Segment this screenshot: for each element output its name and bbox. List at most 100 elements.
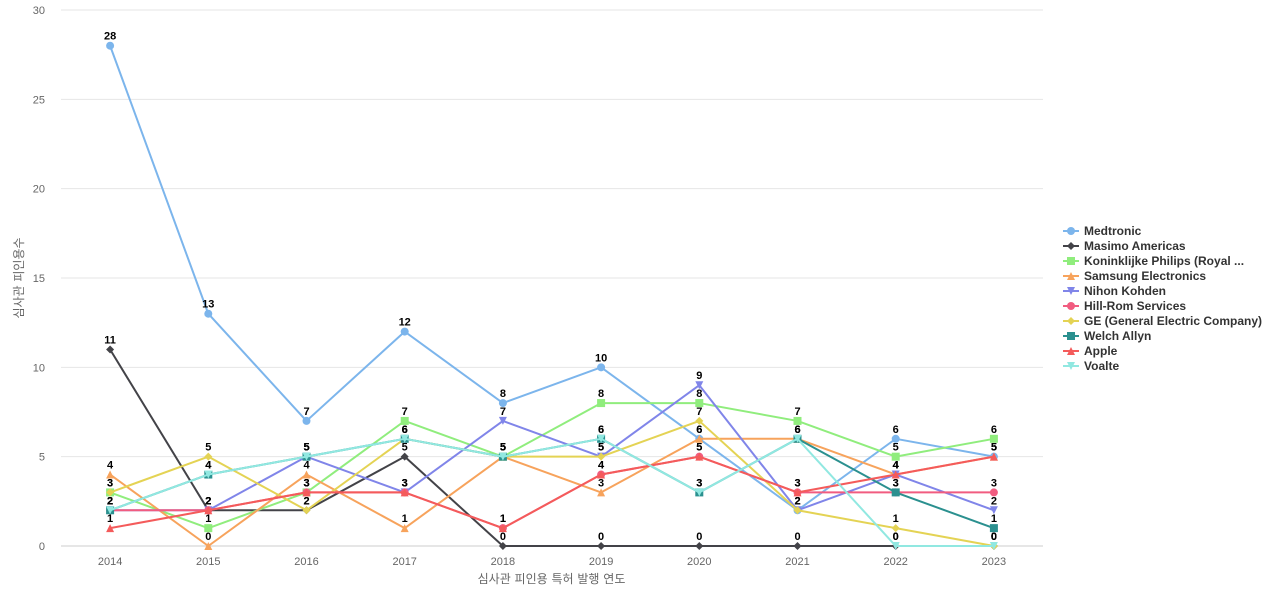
- data-point: [793, 488, 802, 497]
- data-label: 2: [205, 495, 211, 507]
- x-axis-ticks: 2014 2015 2016 2017 2018 2019 2020 2021 2022 2023: [98, 556, 1006, 568]
- x-tick-label: 2014: [98, 556, 122, 568]
- data-point: [989, 452, 998, 461]
- data-point: [302, 488, 311, 497]
- data-label: 6: [794, 424, 800, 436]
- data-label: 3: [402, 477, 408, 489]
- data-label: 6: [991, 424, 997, 436]
- data-label: 2: [107, 495, 113, 507]
- data-point: [302, 416, 311, 425]
- data-point: [597, 452, 606, 461]
- x-tick-label: 2017: [392, 556, 416, 568]
- data-label: 5: [696, 442, 702, 454]
- data-point: [498, 399, 507, 408]
- data-label: 4: [893, 460, 900, 472]
- data-point: [400, 524, 409, 533]
- data-point: [989, 434, 998, 443]
- data-label: 0: [991, 531, 997, 543]
- legend-marker: [1067, 257, 1075, 265]
- data-label: 3: [303, 477, 309, 489]
- legend-item: Welch Allyn: [1063, 329, 1151, 343]
- data-label: 0: [991, 531, 997, 543]
- data-label: 6: [402, 424, 408, 436]
- data-label: 0: [598, 531, 604, 543]
- data-point: [597, 488, 606, 497]
- legend-marker: [1067, 302, 1075, 310]
- data-label: 2: [794, 495, 800, 507]
- data-label: 10: [595, 352, 607, 364]
- data-point: [204, 542, 213, 550]
- data-point: [400, 327, 409, 336]
- data-label: 3: [794, 477, 800, 489]
- data-point: [400, 434, 409, 443]
- data-point: [891, 542, 900, 550]
- data-label: 1: [991, 513, 997, 525]
- data-point: [989, 524, 998, 533]
- data-label: 5: [205, 442, 211, 454]
- data-label: 6: [794, 424, 800, 436]
- data-point: [695, 542, 704, 550]
- data-label: 3: [402, 477, 408, 489]
- data-label: 3: [402, 477, 408, 489]
- y-tick-label: 30: [33, 5, 45, 17]
- legend-label: Samsung Electronics: [1084, 269, 1206, 283]
- data-label: 3: [303, 477, 309, 489]
- x-tick-label: 2022: [883, 556, 907, 568]
- x-tick-label: 2019: [589, 556, 613, 568]
- data-label: 6: [402, 424, 408, 436]
- legend-item: Nihon Kohden: [1063, 284, 1166, 298]
- data-label: 3: [598, 477, 604, 489]
- legend-marker: [1067, 362, 1075, 370]
- x-tick-label: 2016: [294, 556, 318, 568]
- legend-marker: [1067, 287, 1075, 295]
- data-point: [989, 542, 998, 550]
- legend-marker: [1067, 317, 1075, 325]
- x-tick-label: 2020: [687, 556, 711, 568]
- data-point: [400, 488, 409, 497]
- data-label: 4: [598, 460, 605, 472]
- data-label: 7: [500, 406, 506, 418]
- legend-label: Koninklijke Philips (Royal ...: [1084, 254, 1244, 268]
- legend-item: Voalte: [1063, 359, 1119, 373]
- data-label: 5: [500, 442, 506, 454]
- data-point: [302, 452, 311, 461]
- data-label: 5: [991, 442, 997, 454]
- data-point: [695, 399, 704, 408]
- data-point: [302, 506, 311, 515]
- data-label: 0: [696, 531, 702, 543]
- data-label: 5: [598, 442, 604, 454]
- data-label: 5: [402, 442, 408, 454]
- series-line: [109, 437, 994, 547]
- data-label: 2: [107, 495, 113, 507]
- data-label: 0: [893, 531, 899, 543]
- data-label: 4: [205, 460, 212, 472]
- data-label: 1: [205, 513, 211, 525]
- y-axis-ticks: 0 5 10 15 20 25 30: [33, 5, 45, 553]
- data-label: 4: [107, 460, 114, 472]
- data-point: [106, 506, 115, 515]
- legend-marker: [1067, 227, 1075, 235]
- data-label: 6: [598, 424, 604, 436]
- series-ge-general-electric-company: [106, 416, 998, 550]
- data-point: [204, 470, 213, 479]
- series-layer: [106, 41, 998, 550]
- data-label: 1: [500, 513, 506, 525]
- legend-item: Apple: [1063, 344, 1118, 358]
- data-point: [891, 488, 900, 497]
- data-label: 13: [202, 299, 214, 311]
- data-point: [989, 488, 998, 497]
- data-label: 3: [991, 477, 997, 489]
- data-label: 3: [696, 477, 702, 489]
- data-label: 5: [500, 442, 506, 454]
- data-point: [106, 524, 115, 533]
- legend-label: Medtronic: [1084, 224, 1142, 238]
- data-label: 4: [205, 460, 212, 472]
- data-point: [891, 470, 900, 479]
- data-label: 1: [893, 513, 899, 525]
- data-point: [106, 488, 115, 497]
- data-point: [400, 452, 409, 461]
- data-label: 0: [500, 531, 506, 543]
- data-label: 11: [104, 334, 116, 346]
- data-label: 3: [893, 477, 899, 489]
